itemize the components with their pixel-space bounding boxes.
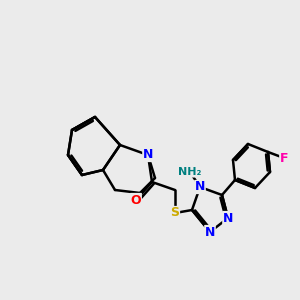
Text: N: N — [143, 148, 153, 161]
Text: N: N — [205, 226, 215, 238]
Text: N: N — [223, 212, 233, 224]
Text: S: S — [170, 206, 179, 220]
Text: N: N — [195, 181, 205, 194]
Text: F: F — [280, 152, 288, 164]
Text: NH₂: NH₂ — [178, 167, 202, 177]
Text: O: O — [131, 194, 141, 206]
